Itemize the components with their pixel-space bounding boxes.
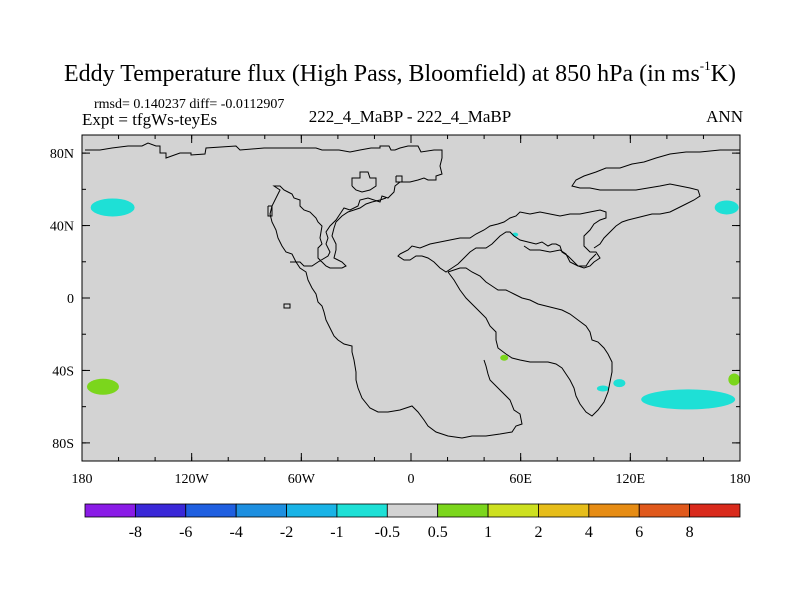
colorbar-label: 0.5 — [428, 524, 448, 541]
colorbar-label: -1 — [330, 524, 343, 541]
coastline-africa — [397, 209, 607, 273]
coastline-eurasia-north — [571, 149, 740, 249]
colorbar-swatch — [336, 503, 388, 518]
colorbar-label: -6 — [179, 524, 192, 541]
y-tick-label: 40N — [50, 220, 74, 235]
coastline-south-america — [290, 261, 523, 439]
chart-title-unit-tail: K) — [710, 61, 736, 87]
colorbar-label: 6 — [635, 524, 643, 541]
expt-line: Expt = tfgWs-teyEs — [82, 110, 218, 129]
coastline-north-america — [85, 142, 443, 269]
coastline-island-3 — [395, 175, 403, 183]
anomaly-indian-ocean — [500, 354, 509, 361]
field-layer — [82, 135, 741, 461]
colorbar-swatch — [84, 503, 136, 518]
colorbar-label: -4 — [229, 524, 242, 541]
y-tick-label: 40S — [52, 364, 74, 379]
colorbar-swatch — [638, 503, 691, 518]
colorbar-swatch — [235, 503, 287, 518]
anomaly-south-east-edge — [728, 373, 741, 386]
colorbar-swatch — [487, 503, 539, 518]
colorbar-swatch — [185, 503, 237, 518]
x-tick-label: 0 — [408, 472, 415, 487]
experiment-difference-label: 222_4_MaBP - 222_4_MaBP — [308, 107, 512, 126]
x-tick-label: 180 — [730, 472, 751, 487]
x-tick-label: 180 — [72, 472, 93, 487]
colorbar-swatch — [386, 503, 439, 518]
colorbar-label: 4 — [585, 524, 593, 541]
colorbar-label: 2 — [534, 524, 542, 541]
colorbar-label: 1 — [484, 524, 492, 541]
chart-title-superscript: -1 — [699, 58, 711, 73]
x-tick-label: 120E — [616, 472, 646, 487]
chart-title: Eddy Temperature flux (High Pass, Bloomf… — [0, 58, 800, 88]
coastline-island-2 — [267, 205, 273, 217]
x-tick-label: 60W — [288, 472, 316, 487]
y-tick-label: 80N — [50, 147, 74, 162]
anomaly-north-atlantic-west — [90, 198, 135, 217]
colorbar-swatch — [437, 503, 489, 518]
colorbar: -8 -6 -4 -2 -1 -0.5 0.5 1 2 4 6 8 — [84, 503, 741, 541]
axes-layer: 180 120W 60W 0 60E 120E 180 80N 40N 0 40S 80S — [50, 134, 751, 487]
coastline-africa-south — [447, 267, 613, 417]
coastline-layer — [85, 142, 740, 439]
colorbar-swatch — [538, 503, 590, 518]
anomaly-southern-ocean-small-1 — [596, 385, 609, 392]
season-label: ANN — [706, 107, 743, 126]
colorbar-label: -0.5 — [375, 524, 400, 541]
colorbar-swatch — [588, 503, 640, 518]
colorbar-swatch — [134, 503, 187, 518]
field-background — [82, 135, 740, 461]
colorbar-label: 8 — [686, 524, 694, 541]
coastline-greenland-east — [351, 171, 377, 193]
coastline-island-small — [283, 303, 291, 309]
y-tick-label: 80S — [52, 437, 74, 452]
x-tick-label: 60E — [509, 472, 532, 487]
y-tick-label: 0 — [67, 292, 74, 307]
anomaly-southern-ocean-east — [641, 389, 736, 410]
anomaly-south-west-edge — [86, 378, 119, 395]
colorbar-swatch — [286, 503, 338, 518]
stats-line: rmsd= 0.140237 diff= -0.0112907 — [94, 97, 285, 112]
coastline-asia-interior — [523, 245, 597, 267]
colorbar-label: -2 — [280, 524, 293, 541]
colorbar-swatch — [689, 503, 741, 518]
anomaly-southern-ocean-small-2 — [613, 379, 626, 388]
chart-title-text: Eddy Temperature flux (High Pass, Bloomf… — [64, 61, 700, 87]
anomaly-north-pacific-east — [714, 200, 739, 215]
x-tick-label: 120W — [175, 472, 210, 487]
colorbar-label: -8 — [129, 524, 142, 541]
